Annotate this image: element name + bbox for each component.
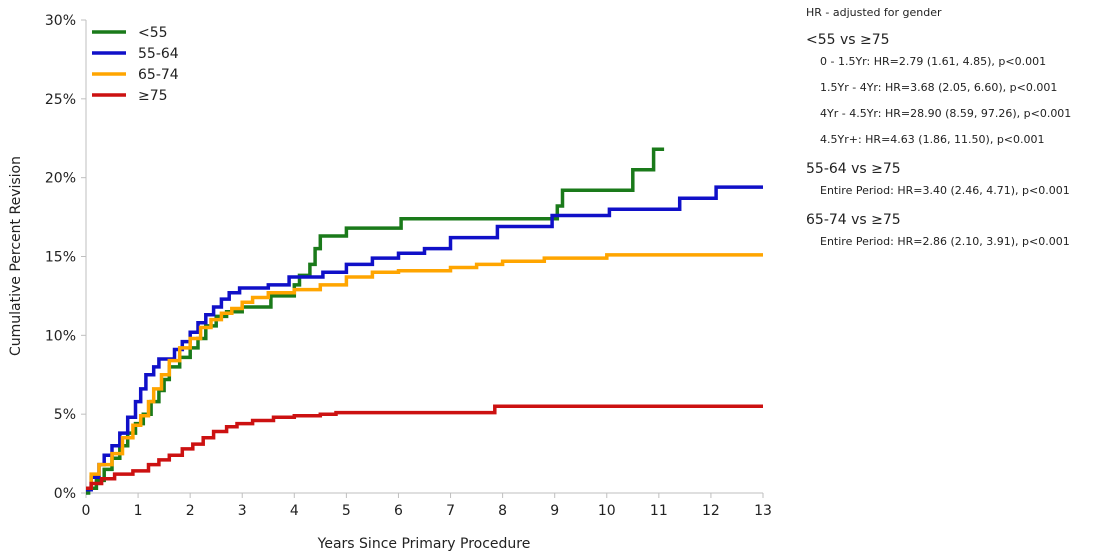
hr-group-line: 4Yr - 4.5Yr: HR=28.90 (8.59, 97.26), p<0… bbox=[820, 107, 1072, 120]
hr-group: 65-74 vs ≥75 Entire Period: HR=2.86 (2.1… bbox=[806, 212, 1103, 249]
x-tick-label: 10 bbox=[598, 503, 616, 519]
x-tick-label: 7 bbox=[446, 503, 455, 519]
x-tick-label: 0 bbox=[82, 503, 91, 519]
x-tick-label: 12 bbox=[702, 503, 720, 519]
legend-label: ≥75 bbox=[138, 88, 168, 104]
hr-group: 55-64 vs ≥75 Entire Period: HR=3.40 (2.4… bbox=[806, 161, 1103, 198]
hr-group-line: Entire Period: HR=3.40 (2.46, 4.71), p<0… bbox=[820, 184, 1070, 197]
x-tick-label: 13 bbox=[754, 503, 772, 519]
x-tick-label: 1 bbox=[134, 503, 143, 519]
series-line bbox=[86, 147, 665, 495]
series-line bbox=[86, 185, 763, 492]
y-tick-label: 15% bbox=[45, 250, 76, 266]
x-tick-label: 11 bbox=[650, 503, 668, 519]
x-axis-title: Years Since Primary Procedure bbox=[317, 536, 531, 552]
x-tick-label: 3 bbox=[238, 503, 247, 519]
hr-notes-title: HR - adjusted for gender bbox=[806, 6, 942, 19]
hr-group-title: <55 vs ≥75 bbox=[806, 32, 890, 48]
y-tick-label: 0% bbox=[54, 486, 76, 502]
hr-group-title: 65-74 vs ≥75 bbox=[806, 212, 901, 228]
x-tick-label: 2 bbox=[186, 503, 195, 519]
chart-series bbox=[86, 147, 763, 495]
hr-group-line: 0 - 1.5Yr: HR=2.79 (1.61, 4.85), p<0.001 bbox=[820, 55, 1047, 68]
x-tick-label: 4 bbox=[290, 503, 299, 519]
revision-chart: 0 1 2 3 4 5 6 7 8 9 10 11 12 130%5%10%15%20%25%30% <5… bbox=[8, 13, 772, 552]
y-axis-title: Cumulative Percent Revision bbox=[8, 156, 24, 356]
chart-legend: <55 55-64 65-74 ≥75 bbox=[92, 25, 179, 104]
y-tick-label: 30% bbox=[45, 13, 76, 29]
x-tick-label: 9 bbox=[550, 503, 559, 519]
y-tick-label: 20% bbox=[45, 171, 76, 187]
series-line bbox=[86, 404, 763, 491]
hr-group-title: 55-64 vs ≥75 bbox=[806, 161, 901, 177]
y-tick-label: 5% bbox=[54, 407, 76, 423]
y-tick-label: 25% bbox=[45, 92, 76, 108]
hr-group-line: 1.5Yr - 4Yr: HR=3.68 (2.05, 6.60), p<0.0… bbox=[820, 81, 1058, 94]
y-tick-label: 10% bbox=[45, 328, 76, 344]
legend-label: 55-64 bbox=[138, 46, 179, 62]
series-line bbox=[86, 253, 763, 491]
hr-group: <55 vs ≥75 0 - 1.5Yr: HR=2.79 (1.61, 4.8… bbox=[806, 32, 1103, 147]
legend-label: <55 bbox=[138, 25, 168, 41]
hr-group-line: 4.5Yr+: HR=4.63 (1.86, 11.50), p<0.001 bbox=[820, 133, 1045, 146]
hr-group-line: Entire Period: HR=2.86 (2.10, 3.91), p<0… bbox=[820, 235, 1070, 248]
legend-label: 65-74 bbox=[138, 67, 179, 83]
hazard-ratio-notes: HR - adjusted for gender <55 vs ≥75 0 - … bbox=[806, 6, 1103, 263]
x-tick-label: 8 bbox=[498, 503, 507, 519]
chart-axes: 0 1 2 3 4 5 6 7 8 9 10 11 12 130%5%10%15%20%25%30% bbox=[45, 13, 772, 519]
x-tick-label: 5 bbox=[342, 503, 351, 519]
x-tick-label: 6 bbox=[394, 503, 403, 519]
